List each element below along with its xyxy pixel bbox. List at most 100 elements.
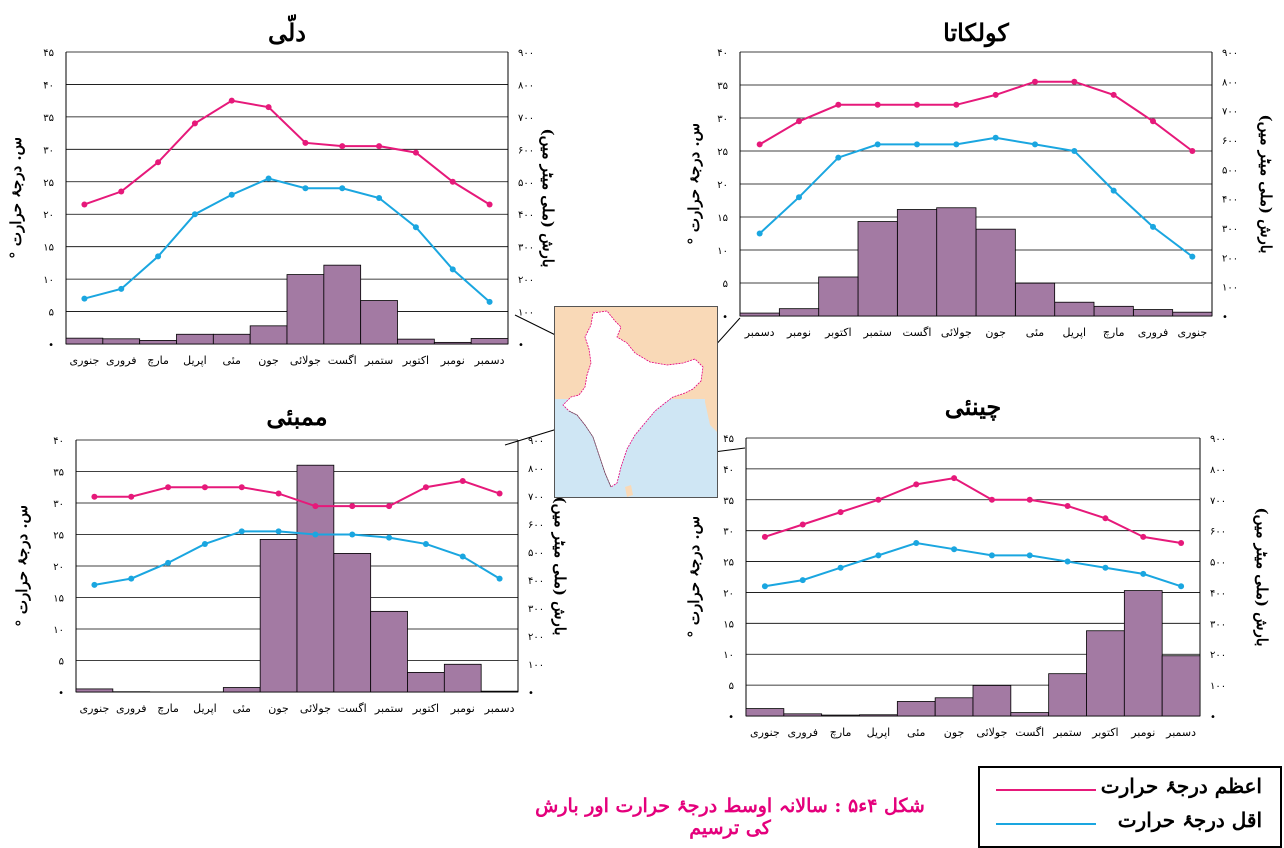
delhi-rain-bar — [398, 339, 435, 344]
chennai-max-temp-point — [762, 534, 768, 540]
kolkata-rain-bar — [858, 222, 897, 316]
kolkata-min-temp-point — [835, 155, 841, 161]
kolkata-rain-bar — [740, 313, 779, 316]
legend: اعظم درجۂ حرارت اقل درجۂ حرارت — [978, 766, 1282, 848]
chennai-ytick-left: ۴۵ — [723, 434, 734, 445]
delhi-min-temp-point — [302, 185, 308, 191]
kolkata-ytick-left: ۲۰ — [717, 180, 728, 191]
delhi-min-temp-point — [229, 192, 235, 198]
chennai-ytick-right: • — [1210, 712, 1216, 723]
kolkata-ytick-right: ۲۰۰ — [1222, 253, 1238, 264]
delhi-xtick: نومبر — [440, 354, 465, 367]
legend-max-swatch — [996, 789, 1096, 791]
delhi-ytick-right: ۵۰۰ — [518, 178, 534, 189]
delhi-max-temp-point — [118, 189, 124, 195]
delhi-max-temp-point — [376, 143, 382, 149]
kolkata-xtick: مئی — [1026, 326, 1044, 339]
delhi-rain-bar — [140, 340, 177, 344]
chennai-min-temp-point — [1178, 583, 1184, 589]
chennai-ytick-left: ۵ — [729, 681, 734, 692]
chennai-min-temp-point — [1102, 565, 1108, 571]
delhi-rain-bar — [103, 339, 140, 344]
kolkata-max-temp-point — [796, 118, 802, 124]
kolkata-rain-bar — [1173, 312, 1212, 316]
kolkata-ytick-right: ۱۰۰ — [1222, 283, 1238, 294]
mumbai-min-temp-point — [239, 528, 245, 534]
chennai-ytick-left: ۲۰ — [723, 588, 734, 599]
delhi-xtick: اگست — [328, 354, 357, 367]
kolkata-min-temp-point — [757, 231, 763, 237]
kolkata-min-temp-point — [993, 135, 999, 141]
mumbai-ytick-left: ۳۵ — [53, 468, 64, 479]
chennai-ytick-left: • — [728, 712, 734, 723]
mumbai-max-temp-point — [91, 494, 97, 500]
chennai-rain-bar — [1087, 631, 1125, 716]
mumbai-max-temp-point — [312, 503, 318, 509]
mumbai-xtick: نومبر — [450, 702, 475, 715]
delhi-ytick-right: • — [518, 340, 524, 351]
mumbai-max-temp-point — [460, 478, 466, 484]
mumbai-max-temp-point — [423, 484, 429, 490]
chennai-ytick-right: ۸۰۰ — [1210, 465, 1226, 476]
kolkata-ytick-right: ۹۰۰ — [1222, 48, 1238, 59]
delhi-min-temp-point — [266, 176, 272, 182]
kolkata-min-temp-point — [796, 194, 802, 200]
delhi-ytick-right: ۱۰۰ — [518, 308, 534, 319]
chennai-rain-bar — [935, 698, 973, 716]
kolkata-ytick-left: ۳۵ — [717, 81, 728, 92]
mumbai-min-temp-point — [312, 532, 318, 538]
mumbai-min-temp-point — [386, 535, 392, 541]
delhi-min-temp-point — [118, 286, 124, 292]
chennai-min-temp-line — [765, 543, 1181, 586]
kolkata-max-temp-point — [757, 141, 763, 147]
delhi-ytick-left: ۴۵ — [43, 48, 54, 59]
kolkata-ytick-left: ۲۵ — [717, 147, 728, 158]
kolkata-max-temp-point — [1111, 92, 1117, 98]
delhi-max-temp-point — [413, 150, 419, 156]
mumbai-ytick-left: ۲۵ — [53, 531, 64, 542]
mumbai-min-temp-point — [128, 576, 134, 582]
legend-max: اعظم درجۂ حرارت — [996, 772, 1266, 806]
legend-max-label: اعظم درجۂ حرارت — [1101, 774, 1262, 798]
delhi-min-temp-point — [413, 224, 419, 230]
kolkata-rain-bar — [779, 309, 818, 316]
delhi-rain-bar — [434, 342, 471, 344]
delhi-min-temp-point — [81, 296, 87, 302]
mumbai-ytick-left: ۵ — [59, 657, 64, 668]
delhi-max-temp-point — [192, 120, 198, 126]
chennai-ylabel-left: س. درجۂ حرارت ° — [685, 516, 703, 638]
chennai-min-temp-point — [913, 540, 919, 546]
kolkata-max-temp-point — [953, 102, 959, 108]
mumbai-ylabel-left: س. درجۂ حرارت ° — [13, 505, 31, 627]
chennai-ytick-right: ۵۰۰ — [1210, 558, 1226, 569]
chennai-rain-bar — [1124, 591, 1162, 716]
kolkata-max-temp-point — [993, 92, 999, 98]
chennai-min-temp-point — [838, 565, 844, 571]
mumbai-max-temp-point — [239, 484, 245, 490]
delhi-xtick: جون — [258, 354, 279, 367]
chennai-min-temp-point — [762, 583, 768, 589]
kolkata-xtick: اپریل — [1063, 326, 1087, 339]
chennai-max-temp-point — [1102, 515, 1108, 521]
chennai-xtick: اپریل — [867, 726, 891, 739]
mumbai-xtick: اپریل — [193, 702, 217, 715]
kolkata-ylabel-left: س. درجۂ حرارت ° — [685, 123, 703, 245]
chennai-ytick-left: ۳۰ — [723, 527, 734, 538]
delhi-ytick-left: ۱۰ — [43, 275, 54, 286]
chennai-xtick: فروری — [787, 726, 818, 739]
mumbai-max-temp-point — [202, 484, 208, 490]
mumbai-rain-bar — [260, 539, 297, 692]
chennai-ytick-left: ۱۰ — [723, 650, 734, 661]
chennai-ytick-right: ۴۰۰ — [1210, 588, 1226, 599]
chennai-xtick: مئی — [907, 726, 925, 739]
kolkata-min-temp-point — [1071, 148, 1077, 154]
delhi-xtick: اکتوبر — [402, 354, 429, 367]
delhi-xtick: دسمبر — [474, 354, 505, 367]
chennai-ytick-left: ۲۵ — [723, 558, 734, 569]
mumbai-min-temp-point — [165, 560, 171, 566]
chennai-xtick: جنوری — [750, 726, 780, 739]
kolkata-xtick: ستمبر — [863, 326, 892, 339]
chennai-max-temp-point — [913, 481, 919, 487]
delhi-ytick-right: ۷۰۰ — [518, 113, 534, 124]
